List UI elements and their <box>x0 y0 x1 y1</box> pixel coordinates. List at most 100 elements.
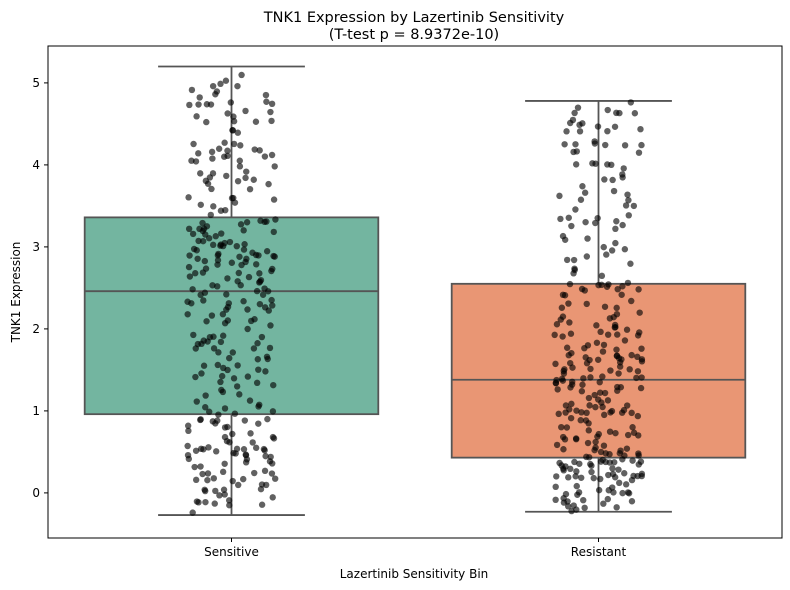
data-point <box>563 256 571 264</box>
box-sensitive <box>83 65 380 516</box>
data-point <box>184 422 192 429</box>
data-point <box>214 252 222 259</box>
data-point <box>624 489 632 496</box>
data-point <box>608 407 616 415</box>
data-point <box>619 221 626 229</box>
data-point <box>245 273 253 281</box>
data-point <box>599 373 606 380</box>
data-point <box>219 332 227 339</box>
data-point <box>594 356 602 363</box>
data-point <box>612 239 619 247</box>
data-point <box>625 212 632 219</box>
data-point <box>193 398 200 405</box>
data-point <box>621 337 629 344</box>
data-point <box>231 410 239 417</box>
data-point <box>638 470 646 478</box>
data-point <box>592 438 599 446</box>
data-point <box>226 238 234 246</box>
data-point <box>196 225 203 233</box>
data-point <box>553 441 561 449</box>
data-point <box>255 420 262 427</box>
data-point <box>246 397 254 404</box>
data-point <box>223 291 230 298</box>
data-point <box>559 313 567 320</box>
data-point <box>206 174 214 181</box>
data-point <box>267 108 274 116</box>
data-point <box>209 155 216 162</box>
data-point <box>271 163 278 170</box>
data-point <box>604 127 611 135</box>
data-point <box>224 366 231 374</box>
data-point <box>581 344 588 352</box>
data-point <box>224 303 232 311</box>
data-point <box>256 300 264 308</box>
data-point <box>613 504 620 511</box>
data-point <box>578 474 585 481</box>
data-point <box>627 260 634 267</box>
data-point <box>560 499 568 506</box>
boxes-layer <box>83 65 747 516</box>
data-point <box>269 408 277 415</box>
data-point <box>615 466 622 473</box>
data-point <box>624 279 632 287</box>
data-point <box>230 113 237 120</box>
data-point <box>630 429 638 436</box>
data-point <box>263 98 270 105</box>
data-point <box>203 118 210 126</box>
data-point <box>581 504 588 512</box>
data-point <box>560 370 568 377</box>
data-point <box>576 460 583 467</box>
data-point <box>229 127 237 134</box>
data-point <box>622 202 630 209</box>
data-point <box>219 311 227 318</box>
data-point <box>566 280 574 288</box>
data-point <box>224 152 231 160</box>
data-point <box>583 300 590 308</box>
data-point <box>232 450 239 457</box>
data-point <box>186 273 194 280</box>
y-tick-label: 5 <box>32 76 40 90</box>
data-point <box>210 333 217 340</box>
data-point <box>575 489 583 496</box>
data-point <box>244 373 252 380</box>
data-point <box>592 219 599 227</box>
data-point <box>571 458 578 466</box>
data-point <box>270 252 277 260</box>
data-point <box>562 490 570 498</box>
data-point <box>561 236 569 243</box>
data-point <box>611 123 619 130</box>
data-point <box>593 322 600 329</box>
data-point <box>610 313 617 321</box>
data-point <box>184 298 191 305</box>
data-point <box>240 246 248 253</box>
data-point <box>610 187 618 195</box>
data-point <box>212 233 219 240</box>
data-point <box>582 354 589 361</box>
data-point <box>584 439 592 447</box>
data-point <box>553 321 561 328</box>
data-point <box>253 287 261 295</box>
data-point <box>264 355 271 363</box>
data-point <box>185 427 192 435</box>
data-point <box>587 374 594 381</box>
data-point <box>630 472 637 480</box>
y-tick-label: 1 <box>32 404 40 418</box>
data-point <box>222 77 230 84</box>
data-point <box>565 300 572 307</box>
data-point <box>585 427 592 434</box>
data-point <box>212 448 220 455</box>
data-point <box>619 174 626 181</box>
data-point <box>601 389 609 397</box>
data-point <box>240 227 247 234</box>
data-point <box>221 491 228 498</box>
data-point <box>221 405 229 412</box>
data-point <box>230 375 238 382</box>
data-point <box>583 253 591 260</box>
data-point <box>204 476 211 484</box>
data-point <box>560 446 567 453</box>
data-point <box>190 245 198 253</box>
data-point <box>233 242 240 250</box>
data-point <box>581 189 589 196</box>
data-point <box>573 407 580 414</box>
data-point <box>625 196 632 204</box>
